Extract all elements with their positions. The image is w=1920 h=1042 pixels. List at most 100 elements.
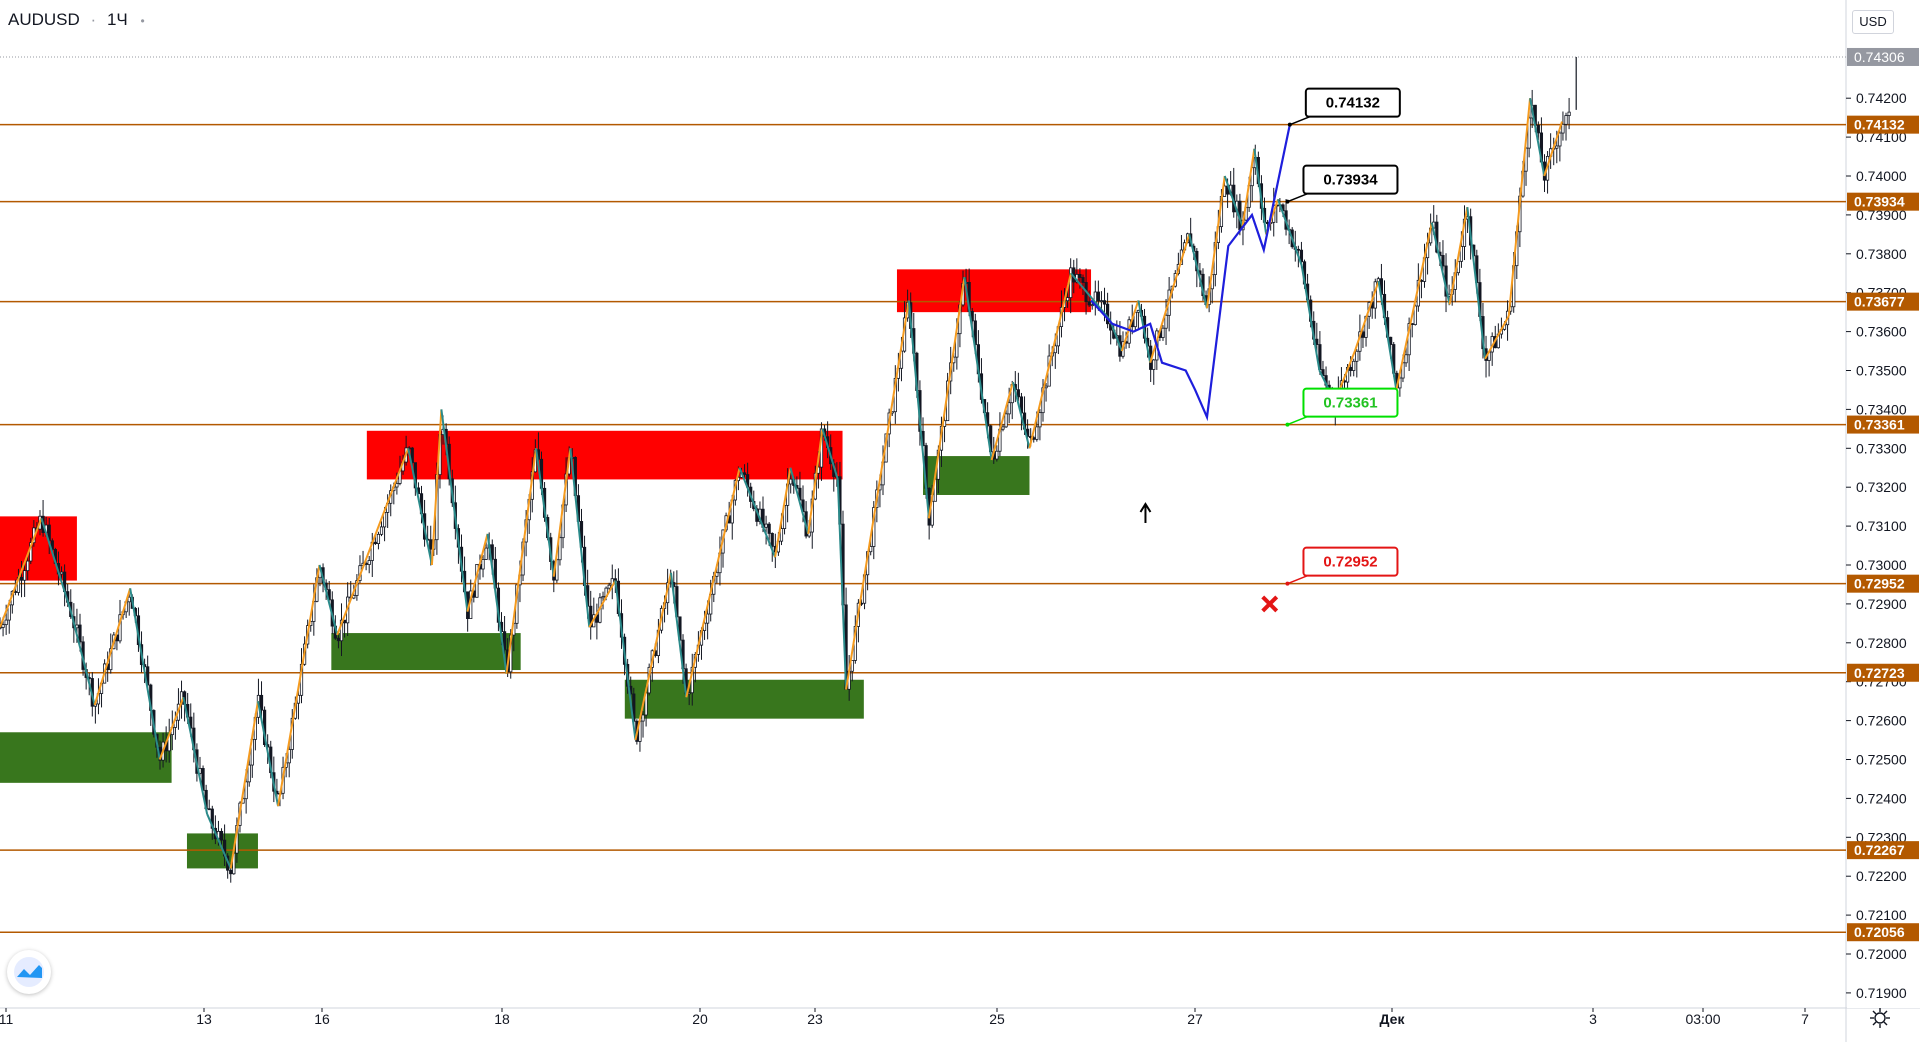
level-price-label: 0.72723 <box>1854 665 1905 681</box>
target-leader <box>1287 415 1308 426</box>
x-tick-label: 18 <box>494 1011 510 1027</box>
x-tick-label: 3 <box>1589 1011 1597 1027</box>
interval-label: 1Ч <box>106 10 128 29</box>
symbol-header[interactable]: AUDUSD · 1Ч • <box>8 10 145 30</box>
candle-body <box>1441 255 1445 267</box>
candle-body <box>1035 426 1039 440</box>
header-separator: · <box>90 10 97 29</box>
time-axis[interactable]: 11 13 16 18 20 23 25 27 Дек 3 03:00 7 <box>0 1008 1809 1027</box>
candle-body <box>373 541 377 544</box>
candle-body <box>1459 246 1464 262</box>
y-tick-label: 0.73000 <box>1856 557 1907 573</box>
y-tick-label: 0.73500 <box>1856 363 1907 379</box>
y-tick-label: 0.72500 <box>1856 752 1907 768</box>
more-dots-icon[interactable]: • <box>140 14 145 28</box>
y-tick-label: 0.72800 <box>1856 635 1907 651</box>
targets-layer: 0.74132 0.73934 0.73361 0.72952 <box>1261 87 1401 613</box>
y-tick-label: 0.72900 <box>1856 596 1907 612</box>
level-price-tag <box>1847 115 1919 134</box>
candle-body <box>1099 300 1104 303</box>
candle-body <box>339 619 344 642</box>
level-price-tag <box>1847 923 1919 942</box>
candle-body <box>1053 345 1057 354</box>
zigzag-segment <box>1109 319 1123 352</box>
target-leader <box>1287 574 1308 585</box>
candle-body <box>19 577 24 581</box>
y-tick-label: 0.73300 <box>1856 440 1907 456</box>
level-price-label: 0.73934 <box>1854 194 1905 210</box>
x-tick-label: Дек <box>1380 1011 1406 1027</box>
zigzag-segment <box>738 467 777 558</box>
x-tick-label: 16 <box>314 1011 330 1027</box>
candle-body <box>1044 385 1048 389</box>
candle-body <box>1161 327 1165 338</box>
y-tick-label: 0.73200 <box>1856 479 1907 495</box>
candle-body <box>1087 301 1091 306</box>
zigzag-segment <box>1137 300 1152 363</box>
candle-body <box>706 613 710 624</box>
candle-body <box>23 570 27 581</box>
zigzag-segment <box>1466 207 1487 359</box>
candle-body <box>481 559 485 570</box>
x-tick-label: 11 <box>0 1011 13 1027</box>
target-box <box>1302 546 1399 577</box>
zigzag-segment <box>1430 222 1451 305</box>
demand-zone <box>923 456 1030 495</box>
candle-body <box>1081 277 1085 283</box>
candle-body <box>219 830 224 841</box>
candle-body <box>1004 413 1008 428</box>
candle-body <box>1361 331 1365 338</box>
zigzag-segment <box>466 533 489 612</box>
y-tick-label: 0.73800 <box>1856 246 1907 262</box>
candle-body <box>1152 359 1156 370</box>
y-tick-label: 0.72000 <box>1856 946 1907 962</box>
y-tick-label: 0.74200 <box>1856 90 1907 106</box>
tradingview-logo-icon[interactable] <box>7 950 51 994</box>
y-tick-label: 0.73400 <box>1856 401 1907 417</box>
currency-button[interactable]: USD <box>1852 10 1894 34</box>
y-tick-label: 0.73600 <box>1856 324 1907 340</box>
zigzag-layer <box>0 98 1563 869</box>
zigzag-segment <box>158 696 185 760</box>
price-axis[interactable]: 0.719000.720000.721000.722000.723000.724… <box>1846 0 1920 1008</box>
candle-body <box>376 533 381 544</box>
y-tick-label: 0.71900 <box>1856 985 1907 1001</box>
candle-body <box>1555 145 1559 149</box>
target-label: 0.74132 <box>1326 95 1380 112</box>
candle-body <box>1349 366 1353 371</box>
plot-area <box>0 0 1846 1008</box>
zigzag-segment <box>505 448 538 675</box>
demand-zone <box>624 679 864 719</box>
target-label: 0.73361 <box>1323 395 1377 412</box>
target-label: 0.73934 <box>1323 172 1378 189</box>
y-tick-label: 0.73100 <box>1856 518 1907 534</box>
candle-body <box>779 528 784 542</box>
zigzag-segment <box>927 276 966 519</box>
zigzag-segment <box>1377 280 1398 391</box>
level-price-label: 0.72056 <box>1854 924 1905 940</box>
zigzag-segment <box>1206 175 1226 309</box>
level-price-label: 0.72952 <box>1854 576 1905 592</box>
candle-body <box>287 749 291 764</box>
candle-body <box>429 539 433 550</box>
candle-body <box>75 624 79 629</box>
zigzag-segment <box>1253 148 1268 235</box>
candle-body <box>1096 291 1100 302</box>
zigzag-segment <box>1011 381 1031 449</box>
candle-body <box>789 478 793 485</box>
candle-body <box>4 619 8 626</box>
candle-body <box>244 781 248 800</box>
settings-gear-icon[interactable] <box>1866 1004 1894 1032</box>
level-price-tag <box>1847 292 1919 311</box>
target-box <box>1302 387 1399 418</box>
zigzag-segment <box>552 448 572 577</box>
candle-body <box>259 694 264 711</box>
zigzag-segment <box>1223 175 1244 227</box>
candle-body <box>589 605 593 628</box>
candle-body <box>1164 314 1168 329</box>
level-price-label: 0.73361 <box>1854 417 1905 433</box>
x-tick-label: 27 <box>1187 1011 1203 1027</box>
candle-body <box>1090 304 1094 307</box>
candle-body <box>1315 338 1319 345</box>
